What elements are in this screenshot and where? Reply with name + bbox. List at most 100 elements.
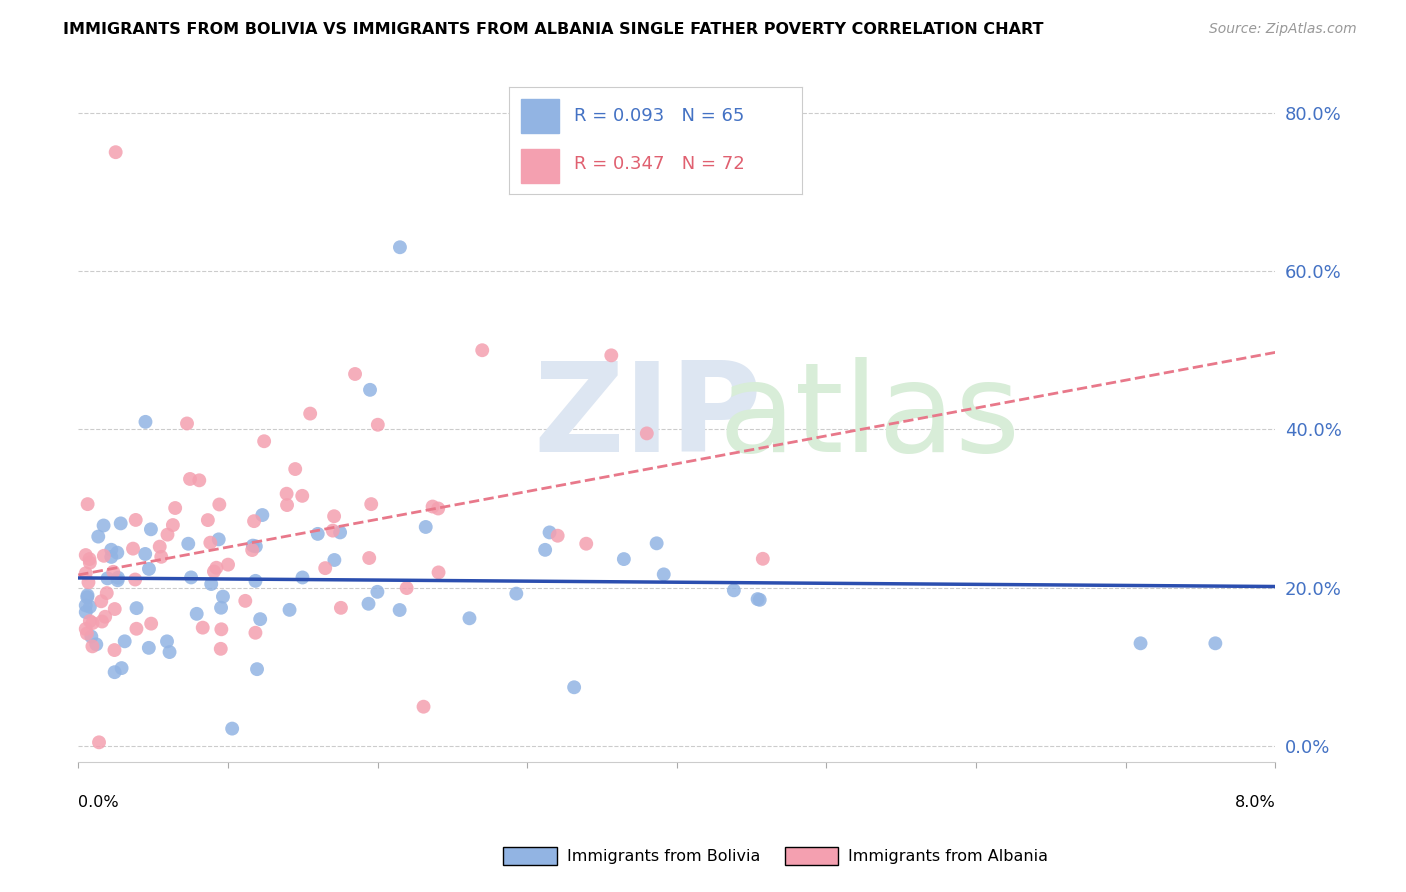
Point (77, 575, 100, 590)
Point (75, 566, 97, 581)
Point (177, 537, 200, 551)
Point (134, 547, 156, 561)
Point (323, 553, 346, 567)
Point (124, 573, 146, 587)
Point (176, 417, 198, 431)
Point (388, 603, 411, 617)
Point (278, 603, 301, 617)
Point (752, 551, 775, 566)
Point (253, 434, 276, 449)
Point (367, 417, 389, 432)
Point (723, 583, 745, 598)
Point (388, 240, 411, 254)
Text: Source: ZipAtlas.com: Source: ZipAtlas.com (1209, 22, 1357, 37)
Text: atlas: atlas (718, 357, 1021, 478)
Point (103, 565, 125, 579)
Point (307, 527, 329, 541)
Point (422, 500, 444, 514)
Point (100, 542, 122, 557)
Point (652, 567, 675, 582)
Point (79, 614, 101, 628)
Point (110, 661, 132, 675)
Point (412, 699, 434, 714)
Point (200, 577, 222, 591)
Point (329, 600, 352, 615)
Point (76, 497, 98, 511)
Point (314, 561, 336, 575)
Point (209, 622, 232, 636)
Point (245, 625, 267, 640)
Point (427, 566, 450, 580)
Text: Immigrants from Bolivia: Immigrants from Bolivia (567, 849, 761, 863)
Point (645, 536, 668, 550)
Point (82, 615, 104, 630)
Point (79, 552, 101, 566)
Point (103, 643, 125, 657)
Point (104, 665, 127, 680)
Text: Immigrants from Albania: Immigrants from Albania (848, 849, 1047, 863)
Point (100, 549, 122, 564)
Point (212, 590, 235, 604)
Point (138, 640, 160, 655)
Point (600, 348, 623, 362)
Point (284, 462, 307, 476)
Point (186, 607, 208, 621)
Point (249, 612, 271, 626)
Point (104, 145, 127, 160)
Point (188, 473, 211, 487)
Point (76, 591, 98, 605)
Point (139, 522, 162, 536)
Point (87, 735, 110, 749)
Point (75, 548, 97, 562)
Point (200, 535, 222, 549)
Text: 0.0%: 0.0% (79, 795, 120, 810)
Point (291, 570, 314, 584)
Point (79, 599, 101, 614)
Point (125, 622, 148, 636)
Point (233, 594, 256, 608)
Point (104, 602, 127, 616)
Point (96, 571, 118, 585)
Point (179, 472, 201, 486)
Point (323, 509, 346, 524)
Point (202, 565, 225, 579)
Point (415, 520, 437, 534)
Point (105, 546, 128, 560)
Point (217, 558, 239, 572)
Point (87, 530, 110, 544)
Point (245, 540, 267, 554)
Point (242, 539, 264, 553)
Point (134, 415, 156, 429)
Point (359, 551, 381, 566)
Point (107, 574, 129, 588)
Point (276, 486, 298, 500)
Point (208, 498, 231, 512)
Point (107, 571, 129, 585)
Point (748, 592, 770, 607)
Point (205, 560, 228, 574)
Point (94, 609, 117, 624)
Point (322, 524, 344, 538)
Point (359, 383, 381, 397)
Point (221, 722, 243, 736)
Point (93, 518, 115, 533)
Point (149, 540, 172, 554)
Point (357, 597, 380, 611)
Point (299, 407, 322, 421)
Point (76, 626, 98, 640)
Point (162, 518, 184, 533)
Point (165, 501, 187, 516)
Point (125, 601, 148, 615)
Point (562, 680, 585, 694)
Point (156, 634, 179, 648)
Text: IMMIGRANTS FROM BOLIVIA VS IMMIGRANTS FROM ALBANIA SINGLE FATHER POVERTY CORRELA: IMMIGRANTS FROM BOLIVIA VS IMMIGRANTS FR… (63, 22, 1043, 37)
Point (141, 616, 163, 631)
Point (534, 542, 557, 557)
Point (75, 599, 97, 613)
Point (96, 586, 118, 600)
Point (344, 367, 367, 381)
Point (245, 574, 267, 588)
Point (156, 527, 179, 541)
Point (80, 630, 103, 644)
Point (547, 529, 569, 543)
